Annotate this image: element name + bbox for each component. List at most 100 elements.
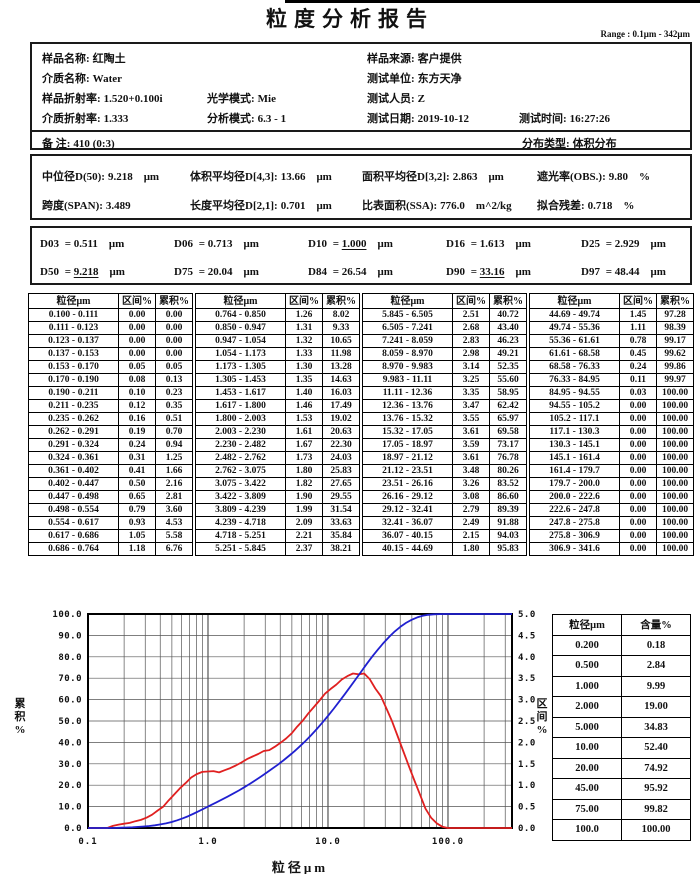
table-row: 29.12 - 32.41 2.79 89.39 [362, 503, 527, 517]
summary-size-cell: 45.00 [552, 778, 622, 800]
table-row: 15.32 - 17.05 3.61 69.58 [362, 425, 527, 439]
x-axis-label: 粒径μm [272, 860, 328, 874]
interval-cell: 0.05 [118, 360, 156, 374]
info-field: 备 注: 410 (0:3) [42, 135, 115, 151]
table-row: 11.11 - 12.36 3.35 58.95 [362, 386, 527, 400]
interval-cell: 1.45 [619, 308, 657, 322]
bin-range-cell: 55.36 - 61.61 [529, 334, 620, 348]
interval-cell: 0.12 [118, 399, 156, 413]
dvalue-value: 20.04 [207, 266, 233, 278]
table-row: 7.241 - 8.059 2.83 46.23 [362, 334, 527, 348]
bin-range-cell: 0.291 - 0.324 [28, 438, 119, 452]
interval-cell: 0.00 [619, 516, 657, 530]
table-row: 0.190 - 0.211 0.10 0.23 [28, 386, 193, 400]
bin-range-cell: 0.554 - 0.617 [28, 516, 119, 530]
summary-row: 45.00 95.92 [552, 778, 691, 800]
bin-range-cell: 1.173 - 1.305 [195, 360, 286, 374]
table-row: 0.111 - 0.123 0.00 0.00 [28, 321, 193, 335]
cumulative-cell: 27.65 [322, 477, 360, 491]
dvalue-name: D84 [308, 266, 327, 278]
cumulative-cell: 99.97 [656, 373, 694, 387]
dvalue-field: D97 = 48.44 μm [581, 266, 666, 278]
field-value: 体积分布 [572, 138, 617, 150]
bin-range-cell: 26.16 - 29.12 [362, 490, 453, 504]
bin-range-cell: 11.11 - 12.36 [362, 386, 453, 400]
equals-sign: = [467, 238, 480, 250]
right-axis-tick: 0.5 [518, 803, 536, 813]
cumulative-cell: 0.00 [155, 308, 193, 322]
bin-range-cell: 0.100 - 0.111 [28, 308, 119, 322]
interval-cell: 0.00 [619, 477, 657, 491]
table-row: 1.173 - 1.305 1.30 13.28 [195, 360, 360, 374]
table-row: 0.402 - 0.447 0.50 2.16 [28, 477, 193, 491]
cumulative-cell: 2.16 [155, 477, 193, 491]
table-row: 2.230 - 2.482 1.67 22.30 [195, 438, 360, 452]
stat-field: 跨度(SPAN): 3.489 [42, 197, 131, 213]
dvalue-name: D97 [581, 266, 600, 278]
info-box: 样品名称: 红陶土 样品来源: 客户提供 介质名称: Water 测试单位: 东方天净 样品折射… [30, 42, 692, 150]
info-field: 样品来源: 客户提供 [367, 50, 462, 66]
left-axis-tick: 100.0 [52, 610, 82, 620]
column-header: 累积% [155, 293, 193, 309]
column-header: 累积% [322, 293, 360, 309]
bin-range-cell: 0.617 - 0.686 [28, 529, 119, 543]
cumulative-cell: 20.63 [322, 425, 360, 439]
summary-head: 粒径μm 含量% [552, 614, 691, 636]
table-row: 0.850 - 0.947 1.31 9.33 [195, 321, 360, 335]
stat-unit: μm [488, 171, 504, 183]
cumulative-cell: 6.76 [155, 542, 193, 556]
bin-range-cell: 2.762 - 3.075 [195, 464, 286, 478]
cumulative-cell: 58.95 [489, 386, 527, 400]
stat-unit: % [623, 200, 635, 212]
table-row: 76.33 - 84.95 0.11 99.97 [529, 373, 694, 387]
cumulative-cell: 0.05 [155, 360, 193, 374]
interval-cell: 1.11 [619, 321, 657, 335]
bin-range-cell: 12.36 - 13.76 [362, 399, 453, 413]
distribution-table: 粒径μm 区间% 累积% 0.100 - 0.111 0.00 0.00 0.111 - 0… [28, 293, 696, 556]
stat-label: 面积平均径D[3,2]: [362, 171, 450, 183]
cumulative-cell: 40.72 [489, 308, 527, 322]
cumulative-cell: 1.25 [155, 451, 193, 465]
interval-cell: 3.35 [452, 386, 490, 400]
right-axis-tick: 5.0 [518, 610, 536, 620]
interval-cell: 0.45 [619, 347, 657, 361]
dvalue-field: D25 = 2.929 μm [581, 238, 666, 250]
bin-range-cell: 40.15 - 44.69 [362, 542, 453, 556]
table-row: 84.95 - 94.55 0.03 100.00 [529, 386, 694, 400]
table-row: 0.617 - 0.686 1.05 5.58 [28, 529, 193, 543]
interval-cell: 1.80 [285, 464, 323, 478]
table-row: 0.137 - 0.153 0.00 0.00 [28, 347, 193, 361]
cumulative-cell: 29.55 [322, 490, 360, 504]
summary-content-cell: 52.40 [621, 737, 691, 759]
interval-cell: 3.26 [452, 477, 490, 491]
summary-table: 粒径μm 含量% 0.200 0.18 0.500 2.84 1.000 9.99 2.000 1… [552, 614, 691, 841]
cumulative-cell: 11.98 [322, 347, 360, 361]
interval-cell: 2.37 [285, 542, 323, 556]
cumulative-cell: 100.00 [656, 503, 694, 517]
page-top-edge [285, 0, 700, 3]
equals-sign: = [195, 266, 208, 278]
table-row: 200.0 - 222.6 0.00 100.00 [529, 490, 694, 504]
bin-range-cell: 306.9 - 341.6 [529, 542, 620, 556]
cumulative-cell: 8.02 [322, 308, 360, 322]
cumulative-cell: 100.00 [656, 451, 694, 465]
cumulative-cell: 100.00 [656, 464, 694, 478]
summary-content-cell: 19.00 [621, 696, 691, 718]
interval-cell: 0.08 [118, 373, 156, 387]
bin-range-cell: 21.12 - 23.51 [362, 464, 453, 478]
interval-cell: 0.00 [619, 412, 657, 426]
cumulative-cell: 97.28 [656, 308, 694, 322]
summary-body: 0.200 0.18 0.500 2.84 1.000 9.99 2.000 19.00 5.0… [552, 634, 691, 841]
left-axis-tick: 90.0 [58, 631, 82, 641]
bin-range-cell: 5.251 - 5.845 [195, 542, 286, 556]
bin-range-cell: 8.059 - 8.970 [362, 347, 453, 361]
column-header: 区间% [619, 293, 657, 309]
interval-cell: 0.00 [118, 321, 156, 335]
summary-content-cell: 9.99 [621, 675, 691, 697]
dvalue-unit: μm [243, 238, 259, 250]
interval-cell: 1.99 [285, 503, 323, 517]
bin-range-cell: 4.718 - 5.251 [195, 529, 286, 543]
right-axis-tick: 3.5 [518, 674, 536, 684]
field-label: 测试人员: [367, 93, 415, 105]
dvalues-box: D03 = 0.511 μm D06 = 0.713 μm D10 = 1.000 μm D… [30, 226, 692, 285]
